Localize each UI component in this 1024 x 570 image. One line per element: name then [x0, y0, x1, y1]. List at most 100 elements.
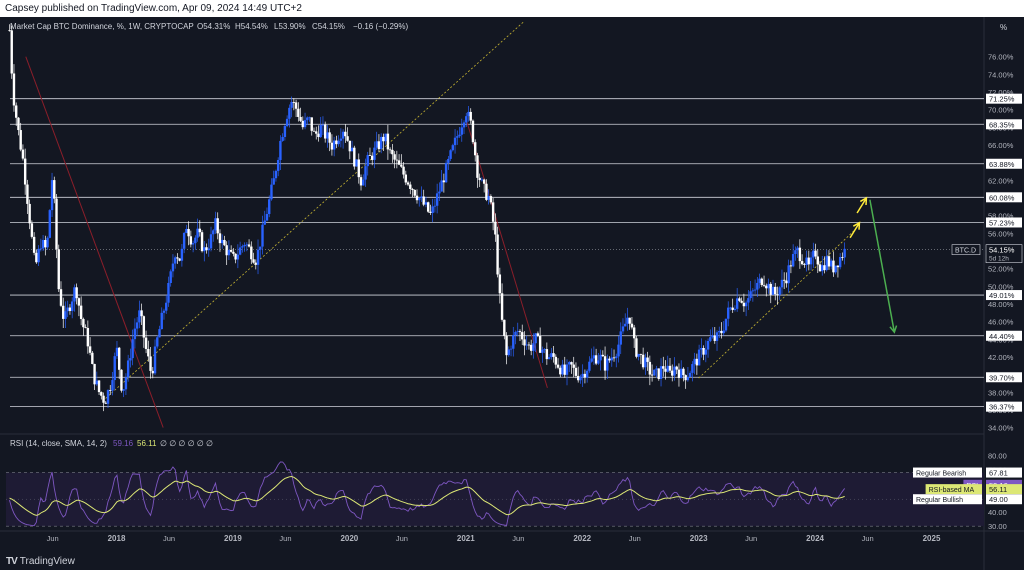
- candle-body: [256, 249, 260, 265]
- candle-body: [55, 198, 58, 250]
- candle-body: [100, 392, 103, 396]
- ohlc-open: O54.31%: [197, 22, 230, 31]
- candle-body: [626, 317, 629, 324]
- candle-body: [189, 236, 193, 245]
- candle-body: [536, 333, 540, 336]
- time-tick-label: 2025: [923, 534, 941, 543]
- candle-body: [194, 237, 197, 244]
- candle-body: [809, 257, 813, 265]
- candle-body: [274, 170, 278, 179]
- candle-body: [46, 237, 49, 248]
- price-tick-label: 62.00%: [988, 176, 1014, 185]
- candle-body: [668, 365, 672, 371]
- candle-body: [776, 294, 779, 296]
- candle-body: [147, 348, 150, 357]
- candle-body: [608, 358, 611, 361]
- candle-body: [577, 375, 580, 381]
- candle-body: [807, 257, 811, 265]
- candle-body: [373, 147, 376, 160]
- candle-body: [550, 353, 553, 358]
- projection-arrow-head: [859, 196, 868, 206]
- candle-body: [82, 318, 85, 328]
- candle-body: [429, 211, 432, 213]
- candle-body: [203, 247, 206, 252]
- candle-body: [521, 332, 524, 340]
- candle-body: [733, 308, 737, 310]
- candle-body: [568, 362, 571, 365]
- candle-body: [796, 247, 799, 251]
- candle-body: [489, 196, 493, 203]
- candle-body: [469, 111, 472, 121]
- candle-body: [41, 239, 45, 249]
- rsi-ma-line: [9, 475, 845, 516]
- candle-body: [447, 158, 450, 163]
- candle-body: [344, 131, 347, 137]
- candle-body: [126, 360, 130, 378]
- rsi-value-tag-label: 67.81: [989, 469, 1008, 478]
- candle-body: [532, 343, 535, 351]
- candle-body: [57, 249, 60, 290]
- candle-body: [697, 349, 701, 366]
- candle-body: [317, 133, 320, 138]
- time-tick-label: Jun: [163, 534, 175, 543]
- candle-body: [88, 346, 92, 353]
- candle-body: [411, 188, 414, 190]
- candle-body: [671, 370, 674, 376]
- candle-body: [724, 318, 728, 331]
- candle-body: [516, 331, 519, 333]
- btc-dominance-chart[interactable]: %76.00%74.00%72.00%70.00%68.00%66.00%64.…: [0, 17, 1024, 570]
- candle-body: [545, 349, 549, 360]
- level-tag-bg: [986, 158, 1022, 169]
- level-tag-label: 39.70%: [989, 373, 1015, 382]
- candle-body: [149, 356, 152, 371]
- candle-body: [494, 221, 497, 235]
- candle-body: [706, 340, 710, 350]
- candle-body: [91, 352, 94, 364]
- candle-body: [554, 356, 558, 365]
- candle-body: [747, 298, 750, 303]
- candle-body: [281, 136, 284, 141]
- price-tick-label: 52.00%: [988, 265, 1014, 274]
- candle-body: [93, 363, 96, 385]
- candle-body: [722, 330, 725, 334]
- candle-body: [35, 252, 38, 263]
- candle-body: [62, 305, 65, 319]
- candle-body: [491, 202, 495, 222]
- candle-body: [162, 310, 166, 313]
- candle-body: [659, 366, 663, 379]
- candle-body: [247, 244, 251, 247]
- candle-body: [738, 298, 741, 301]
- candle-body: [451, 145, 455, 151]
- candle-body: [803, 264, 806, 265]
- candle-body: [68, 307, 72, 311]
- candle-body: [236, 254, 240, 260]
- candle-body: [140, 310, 143, 317]
- candle-body: [50, 180, 54, 211]
- candle-body: [760, 278, 764, 285]
- candle-body: [718, 330, 721, 333]
- candle-body: [32, 236, 36, 253]
- price-tick-label: 72.00%: [988, 88, 1014, 97]
- candle-body: [66, 307, 69, 312]
- tradingview-brand[interactable]: TV TradingView: [6, 556, 75, 567]
- candle-body: [346, 136, 349, 141]
- candle-body: [299, 116, 302, 121]
- candle-body: [512, 335, 515, 349]
- candle-body: [200, 232, 204, 252]
- chart-area[interactable]: %76.00%74.00%72.00%70.00%68.00%66.00%64.…: [0, 17, 1024, 570]
- price-tick-label: 66.00%: [988, 141, 1014, 150]
- ohlc-close: C54.15%: [312, 22, 345, 31]
- candle-body: [73, 287, 76, 302]
- candle-body: [234, 253, 237, 260]
- candle-body: [841, 256, 844, 258]
- candle-body: [438, 191, 441, 194]
- level-tag-bg: [986, 330, 1022, 341]
- candle-body: [176, 257, 179, 259]
- candle-body: [10, 30, 13, 74]
- candle-body: [165, 302, 168, 311]
- candle-body: [742, 302, 746, 307]
- rsi-value-tag-bg: [986, 484, 1022, 495]
- level-tag-bg: [986, 217, 1022, 228]
- candle-body: [102, 395, 105, 403]
- candle-body: [834, 265, 837, 273]
